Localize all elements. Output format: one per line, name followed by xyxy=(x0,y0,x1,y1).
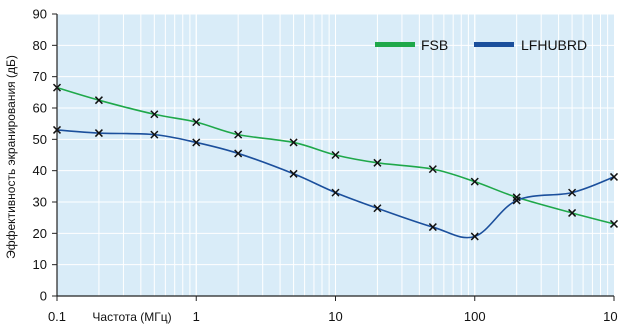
grid xyxy=(57,13,614,296)
x-tick-label: 100 xyxy=(603,309,618,324)
data-point-lfhubrd xyxy=(192,138,201,147)
legend-label: FSB xyxy=(421,37,448,53)
legend-swatch xyxy=(375,42,415,47)
y-tick-label: 90 xyxy=(33,7,47,22)
y-tick-label: 80 xyxy=(33,38,47,53)
data-point-fsb xyxy=(289,138,298,147)
data-point-lfhubrd xyxy=(512,196,521,205)
data-point-fsb xyxy=(470,177,479,186)
x-tick-label: 1 xyxy=(193,309,200,324)
y-tick-label: 30 xyxy=(33,195,47,210)
data-point-lfhubrd xyxy=(234,149,243,158)
data-point-lfhubrd xyxy=(289,169,298,178)
legend: FSB LFHUBRD xyxy=(375,37,587,53)
y-tick-label: 60 xyxy=(33,101,47,116)
data-point-fsb xyxy=(512,193,521,202)
y-tick-label: 0 xyxy=(40,289,47,304)
legend-label: LFHUBRD xyxy=(521,37,587,53)
legend-item-fsb: FSB xyxy=(375,37,448,53)
data-point-lfhubrd xyxy=(470,232,479,241)
axes xyxy=(52,13,615,301)
data-point-fsb xyxy=(373,158,382,167)
y-axis-label: Эффективность экранирования (дБ) xyxy=(4,55,18,259)
y-tick-label: 70 xyxy=(33,69,47,84)
data-point-fsb xyxy=(150,110,159,119)
x-tick-label: 0.1 xyxy=(48,309,66,324)
y-tick-label: 20 xyxy=(33,226,47,241)
x-tick-label: 10 xyxy=(328,309,342,324)
tick-labels: 0 10 20 30 40 50 60 70 80 90 0.1 1 10 100 100 xyxy=(33,7,618,324)
data-point-fsb xyxy=(94,96,103,105)
legend-swatch xyxy=(474,42,514,47)
data-point-lfhubrd xyxy=(568,188,577,197)
data-point-lfhubrd xyxy=(428,223,437,232)
data-point-fsb xyxy=(234,130,243,139)
data-point-fsb xyxy=(568,208,577,217)
data-point-lfhubrd xyxy=(373,204,382,213)
data-point-fsb xyxy=(428,165,437,174)
data-point-fsb xyxy=(609,219,618,228)
data-point-lfhubrd xyxy=(150,130,159,139)
series-lines xyxy=(52,83,618,241)
data-point-fsb xyxy=(331,150,340,160)
data-point-lfhubrd xyxy=(609,172,618,181)
x-axis-label: Частота (МГц) xyxy=(92,310,171,324)
y-tick-label: 40 xyxy=(33,163,47,178)
data-point-fsb xyxy=(192,118,201,127)
data-point-lfhubrd xyxy=(94,129,103,138)
data-point-lfhubrd xyxy=(331,188,340,197)
y-tick-label: 50 xyxy=(33,132,47,147)
x-tick-label: 100 xyxy=(464,309,486,324)
legend-item-lfhubrd: LFHUBRD xyxy=(474,37,587,53)
y-tick-label: 10 xyxy=(33,257,47,272)
